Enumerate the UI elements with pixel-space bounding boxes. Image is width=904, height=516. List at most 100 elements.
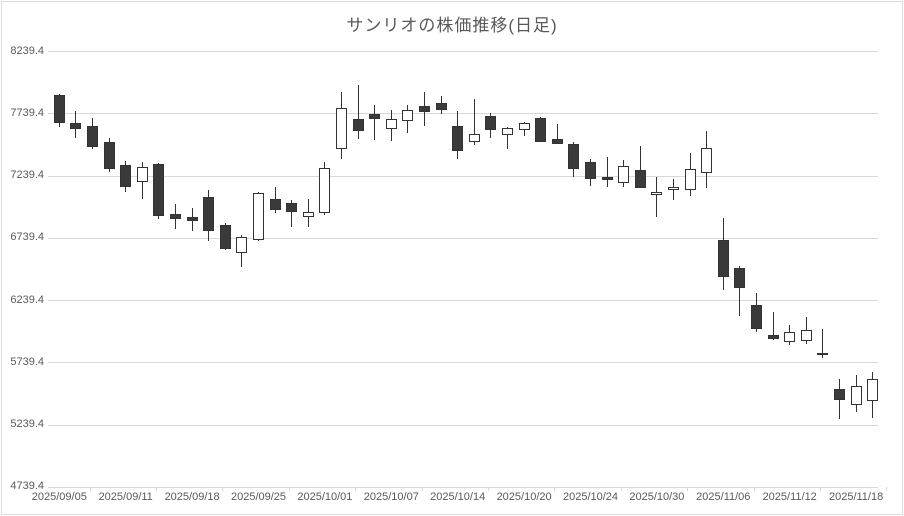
x-axis-label: 2025/11/06 xyxy=(696,491,751,504)
grid-line xyxy=(48,175,878,177)
y-axis-label: 7739.4 xyxy=(10,106,44,119)
candle-body xyxy=(402,110,414,121)
grid-line xyxy=(48,237,878,239)
x-axis-label: 2025/09/25 xyxy=(230,491,287,504)
candle-body xyxy=(269,199,281,211)
candle-body xyxy=(668,186,679,190)
x-axis-label: 2025/10/01 xyxy=(297,491,353,504)
candle-wick xyxy=(374,104,376,140)
y-axis-label: 8239.4 xyxy=(10,44,44,57)
candle-body xyxy=(53,94,65,123)
grid-line xyxy=(48,113,878,115)
x-axis-label: 2025/10/30 xyxy=(629,491,685,504)
grid-line xyxy=(48,486,878,488)
y-axis-label: 5239.4 xyxy=(10,418,44,431)
candle-body xyxy=(535,117,547,142)
x-axis-label: 2025/10/24 xyxy=(562,491,619,504)
candle-body xyxy=(784,331,796,342)
candle-body xyxy=(452,125,464,152)
candle-body xyxy=(369,114,381,120)
candle-body xyxy=(336,107,347,149)
x-axis-label: 2025/11/12 xyxy=(762,491,817,504)
candle-body xyxy=(385,118,397,130)
candle-body xyxy=(867,379,879,401)
candle-body xyxy=(120,164,132,188)
x-axis-tick xyxy=(155,487,157,492)
candle-body xyxy=(485,115,497,131)
candle-body xyxy=(751,304,762,330)
grid-line xyxy=(48,51,878,53)
candle-wick xyxy=(739,266,741,316)
x-axis-label: 2025/10/14 xyxy=(430,491,486,504)
candle-body xyxy=(87,126,98,148)
x-axis-tick xyxy=(288,487,290,492)
candle-body xyxy=(585,162,596,179)
x-axis-label: 2025/10/07 xyxy=(363,491,419,504)
candle-wick xyxy=(639,145,641,188)
candle-body xyxy=(634,169,646,188)
candle-wick xyxy=(556,124,558,145)
candle-body xyxy=(286,202,298,212)
x-axis-tick xyxy=(355,487,357,492)
candle-body xyxy=(834,388,845,400)
candle-body xyxy=(850,386,862,405)
candle-wick xyxy=(822,329,824,359)
candle-body xyxy=(800,329,812,342)
candle-body xyxy=(551,138,563,144)
candle-body xyxy=(601,177,613,180)
candle-body xyxy=(153,164,165,216)
candle-body xyxy=(701,148,713,173)
grid-line xyxy=(48,300,878,302)
y-axis-label: 5739.4 xyxy=(10,355,44,368)
candle-body xyxy=(319,168,331,213)
x-axis-tick xyxy=(687,487,689,492)
x-axis-tick xyxy=(89,487,91,492)
candle-body xyxy=(236,237,248,253)
candle-body xyxy=(352,119,364,131)
candle-wick xyxy=(656,177,658,217)
y-axis-label: 4739.4 xyxy=(10,480,44,493)
x-axis-tick xyxy=(886,487,888,492)
candle-wick xyxy=(606,157,608,188)
x-axis-tick xyxy=(554,487,556,492)
candle-wick xyxy=(772,312,774,340)
candle-body xyxy=(253,192,264,240)
candle-wick xyxy=(291,200,293,227)
x-axis-tick xyxy=(819,487,821,492)
candle-body xyxy=(302,211,314,218)
candle-body xyxy=(186,216,198,221)
candle-body xyxy=(203,196,215,232)
chart-title: サンリオの株価推移(日足) xyxy=(346,16,558,35)
candle-body xyxy=(568,143,580,169)
candle-body xyxy=(219,224,231,249)
x-axis-tick xyxy=(753,487,755,492)
candle-wick xyxy=(473,98,475,145)
grid-line xyxy=(48,362,878,364)
x-axis-label: 2025/09/11 xyxy=(98,491,153,504)
y-axis-label: 7239.4 xyxy=(10,169,44,182)
x-axis-tick xyxy=(222,487,224,492)
x-axis-tick xyxy=(421,487,423,492)
candle-body xyxy=(684,169,696,190)
grid-line xyxy=(48,424,878,426)
candle-body xyxy=(717,240,729,277)
x-axis-tick xyxy=(620,487,622,492)
y-axis-label: 6239.4 xyxy=(10,293,44,306)
candle-body xyxy=(435,103,447,111)
candle-body xyxy=(817,352,829,356)
x-axis-label: 2025/09/05 xyxy=(31,491,87,504)
candle-body xyxy=(734,267,746,289)
candle-body xyxy=(767,335,779,340)
candle-body xyxy=(419,106,430,112)
x-axis-label: 2025/11/18 xyxy=(828,491,884,504)
y-axis-label: 6739.4 xyxy=(10,231,44,244)
candle-wick xyxy=(357,84,359,140)
candle-body xyxy=(502,127,513,136)
x-axis-tick xyxy=(487,487,489,492)
candle-body xyxy=(618,166,630,183)
candle-body xyxy=(136,166,148,183)
candle-body xyxy=(70,122,82,130)
candle-body xyxy=(518,122,530,131)
